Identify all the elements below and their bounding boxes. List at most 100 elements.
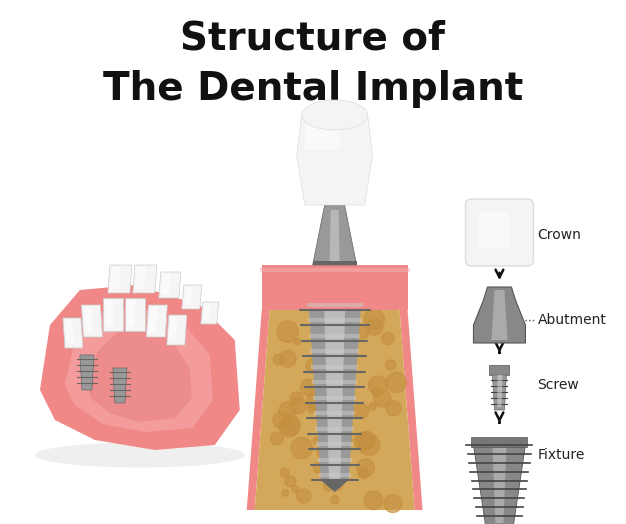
Circle shape [307, 405, 316, 413]
Circle shape [291, 437, 312, 458]
Circle shape [327, 348, 334, 355]
Polygon shape [309, 310, 335, 480]
Polygon shape [324, 310, 345, 480]
Text: Screw: Screw [537, 378, 579, 392]
Polygon shape [81, 305, 103, 337]
Circle shape [322, 446, 332, 456]
Circle shape [282, 489, 289, 496]
Polygon shape [80, 355, 94, 390]
Polygon shape [110, 267, 121, 289]
Text: The Dental Implant: The Dental Implant [103, 70, 523, 108]
Polygon shape [159, 272, 181, 298]
FancyBboxPatch shape [478, 212, 510, 248]
Polygon shape [330, 210, 340, 263]
Circle shape [292, 486, 299, 493]
Polygon shape [105, 300, 113, 327]
Circle shape [322, 466, 331, 476]
Polygon shape [125, 298, 145, 331]
Circle shape [282, 419, 289, 427]
Circle shape [313, 437, 321, 444]
Polygon shape [40, 285, 240, 450]
Polygon shape [247, 310, 270, 510]
Circle shape [324, 482, 333, 491]
Circle shape [343, 378, 350, 384]
Circle shape [369, 376, 387, 395]
Polygon shape [182, 285, 202, 309]
Polygon shape [103, 298, 123, 331]
Polygon shape [491, 290, 508, 340]
Circle shape [354, 432, 372, 451]
Text: Abutment: Abutment [537, 313, 607, 327]
Circle shape [353, 403, 369, 419]
Circle shape [300, 379, 317, 396]
Polygon shape [169, 317, 178, 341]
Polygon shape [135, 267, 146, 289]
Circle shape [290, 392, 303, 404]
Circle shape [358, 434, 379, 455]
Circle shape [306, 358, 321, 373]
Polygon shape [493, 447, 506, 523]
Circle shape [290, 397, 306, 414]
Polygon shape [498, 375, 503, 407]
Polygon shape [167, 315, 187, 345]
Bar [490, 365, 510, 375]
Polygon shape [108, 265, 132, 293]
Circle shape [317, 444, 333, 460]
Polygon shape [113, 368, 127, 403]
Circle shape [279, 350, 296, 367]
Circle shape [356, 325, 369, 339]
Polygon shape [399, 310, 423, 510]
Circle shape [364, 309, 384, 329]
Polygon shape [65, 308, 213, 432]
Polygon shape [63, 318, 83, 348]
Polygon shape [146, 305, 167, 337]
Polygon shape [262, 265, 408, 310]
Circle shape [280, 415, 300, 435]
Polygon shape [127, 300, 135, 327]
Circle shape [273, 354, 284, 365]
Ellipse shape [35, 442, 245, 467]
Circle shape [384, 495, 402, 512]
Text: Structure of: Structure of [180, 20, 445, 58]
Circle shape [297, 489, 311, 503]
Circle shape [285, 476, 296, 487]
Bar [471, 437, 528, 447]
Circle shape [326, 381, 335, 390]
Polygon shape [201, 302, 218, 324]
Polygon shape [133, 265, 157, 293]
Text: Fixture: Fixture [537, 448, 585, 462]
Ellipse shape [302, 100, 367, 130]
Polygon shape [83, 307, 93, 333]
Circle shape [386, 401, 401, 416]
Polygon shape [184, 287, 193, 305]
Polygon shape [148, 307, 158, 333]
Circle shape [358, 468, 369, 479]
Polygon shape [255, 310, 414, 510]
Circle shape [332, 479, 343, 490]
Polygon shape [87, 328, 192, 422]
Circle shape [333, 431, 352, 450]
Polygon shape [297, 115, 372, 205]
Circle shape [337, 415, 348, 425]
Circle shape [331, 496, 339, 504]
Circle shape [279, 416, 300, 437]
Circle shape [334, 396, 352, 413]
Circle shape [357, 459, 374, 477]
Polygon shape [161, 274, 171, 294]
Polygon shape [305, 120, 340, 150]
Text: Crown: Crown [537, 228, 582, 242]
Circle shape [381, 332, 394, 345]
Circle shape [280, 468, 289, 477]
Circle shape [364, 491, 382, 510]
Circle shape [313, 463, 324, 473]
Circle shape [372, 388, 381, 397]
Circle shape [307, 390, 328, 411]
Circle shape [367, 319, 382, 335]
Bar [312, 261, 357, 265]
Circle shape [277, 321, 299, 342]
Circle shape [386, 360, 396, 370]
Polygon shape [321, 480, 349, 492]
Polygon shape [65, 320, 74, 344]
Circle shape [279, 401, 296, 419]
Polygon shape [473, 445, 525, 524]
